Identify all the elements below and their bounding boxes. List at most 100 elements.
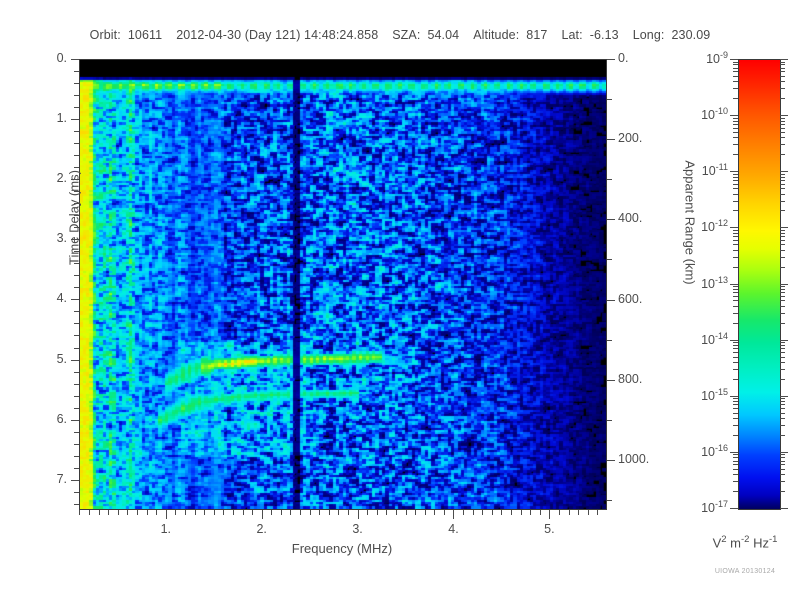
colorbar-minor-tick-left — [733, 67, 738, 69]
y-right-minor-tick — [607, 499, 612, 501]
y-left-minor-tick — [74, 131, 79, 133]
y-left-minor-tick — [74, 407, 79, 409]
colorbar-minor-tick-right — [780, 188, 785, 190]
units-m: m — [726, 535, 741, 551]
colorbar-tick-label: 10-14 — [701, 330, 728, 347]
colorbar-tick-label: 10-10 — [701, 106, 728, 123]
y-left-tick-label: 3. — [56, 231, 67, 246]
colorbar-minor-tick-right — [780, 61, 785, 63]
colorbar-minor-tick-left — [733, 154, 738, 156]
colorbar-minor-tick-left — [733, 193, 738, 195]
colorbar-minor-tick-left — [733, 348, 738, 350]
colorbar-major-tick-right — [780, 227, 788, 229]
colorbar-minor-tick-left — [733, 292, 738, 294]
x-minor-tick — [328, 510, 330, 515]
colorbar-minor-tick-right — [780, 401, 785, 403]
colorbar-minor-tick-left — [733, 236, 738, 238]
colorbar-minor-tick-left — [733, 454, 738, 456]
x-minor-tick — [184, 510, 186, 515]
x-minor-tick — [530, 510, 532, 515]
colorbar-minor-tick-left — [733, 266, 738, 268]
y-left-minor-tick — [74, 71, 79, 73]
colorbar-minor-tick-left — [733, 249, 738, 251]
colorbar-minor-tick-left — [733, 71, 738, 73]
colorbar-minor-tick-left — [733, 404, 738, 406]
colorbar-minor-tick-left — [733, 425, 738, 427]
x-minor-tick — [290, 510, 292, 515]
x-minor-tick — [386, 510, 388, 515]
colorbar-tick-label: 10-17 — [701, 499, 728, 516]
y-left-tick-label: 0. — [56, 51, 67, 65]
colorbar-minor-tick-right — [780, 491, 785, 493]
colorbar-major-tick-right — [780, 115, 788, 117]
colorbar-minor-tick-left — [733, 412, 738, 414]
colorbar-minor-tick-right — [780, 123, 785, 125]
colorbar-minor-tick-right — [780, 179, 785, 181]
colorbar-minor-tick-right — [780, 239, 785, 241]
colorbar-major-tick-left — [730, 283, 738, 285]
colorbar-tick-label: 10-15 — [701, 386, 728, 403]
y-left-minor-tick — [74, 263, 79, 265]
ionogram-plot-area[interactable] — [79, 59, 607, 510]
colorbar-minor-tick-left — [733, 352, 738, 354]
y-right-tick-label: 1000. — [618, 451, 650, 466]
y-left-minor-tick — [74, 455, 79, 457]
y-left-minor-tick — [74, 191, 79, 193]
colorbar-minor-tick-left — [733, 300, 738, 302]
long-label: Long: — [632, 28, 665, 42]
colorbar-major-tick-right — [780, 508, 788, 509]
x-minor-tick — [520, 510, 522, 515]
colorbar-minor-tick-left — [733, 75, 738, 77]
y-left-minor-tick — [74, 107, 79, 109]
x-minor-tick — [568, 510, 570, 515]
y-left-minor-tick — [74, 215, 79, 217]
y-left-major-tick — [71, 299, 79, 301]
y-right-major-tick — [607, 299, 615, 301]
colorbar-minor-tick-left — [733, 434, 738, 436]
y-left-minor-tick — [74, 311, 79, 313]
x-axis-title: Frequency (MHz) — [291, 541, 393, 556]
colorbar-minor-tick-left — [733, 286, 738, 288]
x-minor-tick — [175, 510, 177, 515]
y-left-minor-tick — [74, 251, 79, 253]
colorbar-minor-tick-left — [733, 361, 738, 363]
colorbar-minor-tick-left — [733, 144, 738, 146]
colorbar-minor-tick-left — [733, 345, 738, 347]
x-minor-tick — [204, 510, 206, 515]
colorbar-minor-tick-left — [733, 408, 738, 410]
colorbar-minor-tick-right — [780, 154, 785, 156]
colorbar-minor-tick-right — [780, 434, 785, 436]
colorbar-minor-tick-right — [780, 176, 785, 178]
colorbar-minor-tick-left — [733, 322, 738, 324]
x-minor-tick — [472, 510, 474, 515]
colorbar-minor-tick-right — [780, 404, 785, 406]
y-left-tick-label: 6. — [56, 411, 67, 426]
units-v-exp: 2 — [721, 534, 727, 545]
x-minor-tick — [108, 510, 110, 515]
colorbar-minor-tick-left — [733, 457, 738, 459]
colorbar-minor-tick-left — [733, 474, 738, 476]
x-minor-tick — [587, 510, 589, 515]
y-left-minor-tick — [74, 395, 79, 397]
colorbar-tick-label: 10-11 — [701, 162, 728, 179]
y-left-minor-tick — [74, 383, 79, 385]
y-right-major-tick — [607, 59, 615, 60]
x-minor-tick — [376, 510, 378, 515]
colorbar-tick-label: 10-13 — [701, 274, 728, 291]
colorbar-minor-tick-right — [780, 418, 785, 420]
lat-value: -6.13 — [589, 28, 619, 42]
colorbar-minor-tick-right — [780, 425, 785, 427]
colorbar-minor-tick-right — [780, 67, 785, 69]
y-right-major-tick — [607, 139, 615, 141]
y-left-minor-tick — [74, 143, 79, 145]
x-minor-tick — [89, 510, 91, 515]
y-right-major-tick — [607, 219, 615, 221]
colorbar-minor-tick-left — [733, 239, 738, 241]
colorbar-minor-tick-left — [733, 132, 738, 134]
colorbar-tick-label: 10-9 — [706, 50, 728, 67]
colorbar-minor-tick-right — [780, 132, 785, 134]
colorbar-minor-tick-left — [733, 460, 738, 462]
colorbar-minor-tick-left — [733, 481, 738, 483]
colorbar-minor-tick-right — [780, 481, 785, 483]
observation-datetime: 2012-04-30 (Day 121) 14:48:24.858 — [176, 28, 379, 42]
